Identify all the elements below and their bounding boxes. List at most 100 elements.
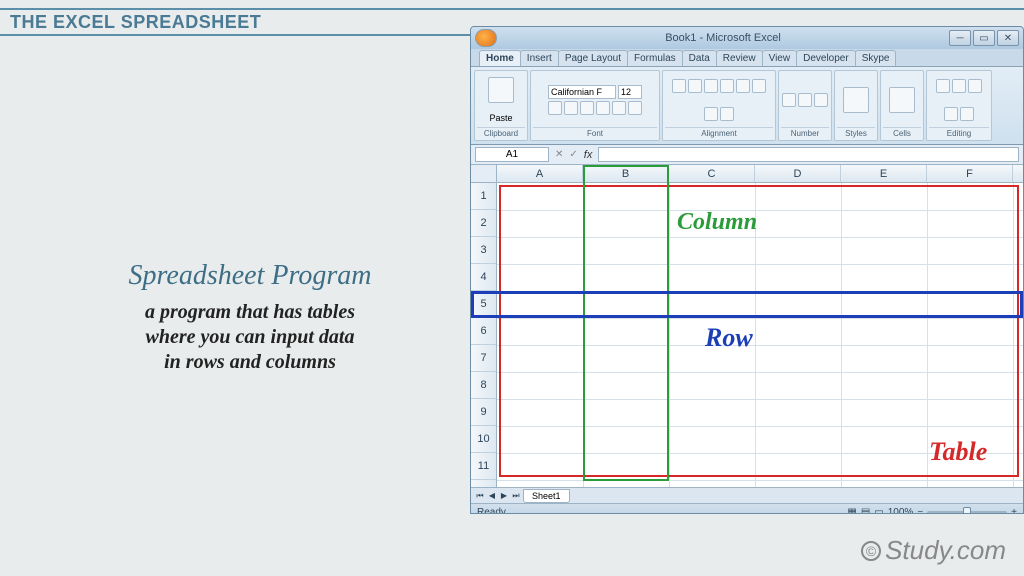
align-btn[interactable]: [704, 79, 718, 93]
slide-title: THE EXCEL SPREADSHEET: [10, 12, 261, 33]
group-label-font: Font: [533, 127, 657, 138]
col-header-a[interactable]: A: [497, 165, 583, 182]
zoom-slider[interactable]: [927, 511, 1007, 515]
sheet-tab[interactable]: Sheet1: [523, 489, 570, 503]
column-annotation: Column: [677, 209, 757, 236]
clear-button[interactable]: [968, 79, 982, 93]
row-headers: 1 2 3 4 5 6 7 8 9 10 11: [471, 183, 497, 487]
row-header[interactable]: 6: [471, 318, 496, 345]
tab-view[interactable]: View: [762, 50, 798, 66]
tab-page-layout[interactable]: Page Layout: [558, 50, 628, 66]
align-btn[interactable]: [752, 79, 766, 93]
minimize-button[interactable]: ─: [949, 30, 971, 46]
view-normal-icon[interactable]: ▦: [847, 507, 856, 514]
merge-button[interactable]: [720, 107, 734, 121]
font-size-combo[interactable]: 12: [618, 85, 642, 99]
worksheet-area: A B C D E F 1 2 3 4 5 6 7 8 9 10 11: [471, 165, 1023, 487]
col-header-e[interactable]: E: [841, 165, 927, 182]
definition-heading: Spreadsheet Program: [70, 260, 430, 292]
row-header[interactable]: 3: [471, 237, 496, 264]
tab-formulas[interactable]: Formulas: [627, 50, 683, 66]
border-button[interactable]: [596, 101, 610, 115]
sheet-nav-prev[interactable]: ◀: [487, 491, 497, 500]
font-color-button[interactable]: [628, 101, 642, 115]
sort-button[interactable]: [944, 107, 958, 121]
ribbon-group-font: Californian F12 Font: [530, 70, 660, 141]
group-label-number: Number: [781, 127, 829, 138]
cancel-icon[interactable]: ✕: [555, 149, 563, 160]
sum-button[interactable]: [936, 79, 950, 93]
group-label-styles: Styles: [837, 127, 875, 138]
view-layout-icon[interactable]: ▤: [861, 507, 870, 514]
row-header[interactable]: 9: [471, 399, 496, 426]
definition-panel: Spreadsheet Program a program that has t…: [70, 260, 430, 375]
document-title: Book1 - Microsoft Excel: [665, 32, 781, 44]
fill-button[interactable]: [952, 79, 966, 93]
group-label-alignment: Alignment: [665, 127, 773, 138]
align-btn[interactable]: [672, 79, 686, 93]
col-header-d[interactable]: D: [755, 165, 841, 182]
underline-button[interactable]: [580, 101, 594, 115]
wrap-button[interactable]: [704, 107, 718, 121]
ribbon-group-number: Number: [778, 70, 832, 141]
window-controls: ─ ▭ ✕: [949, 30, 1019, 46]
definition-text: a program that has tables where you can …: [70, 300, 430, 375]
align-btn[interactable]: [736, 79, 750, 93]
enter-icon[interactable]: ✓: [569, 149, 577, 160]
cells-icon[interactable]: [889, 87, 915, 113]
tab-home[interactable]: Home: [479, 50, 521, 66]
group-label-editing: Editing: [929, 127, 989, 138]
close-button[interactable]: ✕: [997, 30, 1019, 46]
table-highlight: [499, 185, 1019, 477]
italic-button[interactable]: [564, 101, 578, 115]
zoom-level: 100%: [888, 507, 914, 514]
view-break-icon[interactable]: ▭: [874, 507, 883, 514]
align-btn[interactable]: [720, 79, 734, 93]
name-box[interactable]: A1: [475, 147, 549, 162]
watermark-text: Study.com: [885, 535, 1006, 566]
row-header[interactable]: 7: [471, 345, 496, 372]
row-header[interactable]: 2: [471, 210, 496, 237]
tab-insert[interactable]: Insert: [520, 50, 559, 66]
ribbon-tabs: Home Insert Page Layout Formulas Data Re…: [471, 49, 1023, 67]
tab-developer[interactable]: Developer: [796, 50, 856, 66]
excel-window: Book1 - Microsoft Excel ─ ▭ ✕ Home Inser…: [470, 26, 1024, 514]
sheet-nav-last[interactable]: ⏭: [511, 491, 521, 501]
bold-button[interactable]: [548, 101, 562, 115]
comma-button[interactable]: [798, 93, 812, 107]
maximize-button[interactable]: ▭: [973, 30, 995, 46]
paste-icon[interactable]: [488, 77, 514, 103]
zoom-controls: ▦ ▤ ▭ 100% − +: [847, 507, 1017, 514]
row-header[interactable]: 10: [471, 426, 496, 453]
find-button[interactable]: [960, 107, 974, 121]
cell-grid[interactable]: Column Row Table: [497, 183, 1023, 487]
fill-color-button[interactable]: [612, 101, 626, 115]
formula-bar[interactable]: [598, 147, 1019, 162]
row-header[interactable]: 1: [471, 183, 496, 210]
group-label-cells: Cells: [883, 127, 921, 138]
select-all-corner[interactable]: [471, 165, 497, 182]
sheet-nav-next[interactable]: ▶: [499, 491, 509, 500]
ribbon-group-clipboard: Paste Clipboard: [474, 70, 528, 141]
styles-icon[interactable]: [843, 87, 869, 113]
align-btn[interactable]: [688, 79, 702, 93]
tab-skype[interactable]: Skype: [855, 50, 897, 66]
col-header-f[interactable]: F: [927, 165, 1013, 182]
status-text: Ready: [477, 507, 506, 514]
zoom-out-button[interactable]: −: [917, 507, 923, 514]
tab-data[interactable]: Data: [682, 50, 717, 66]
fx-icon[interactable]: fx: [584, 149, 593, 161]
row-header[interactable]: 11: [471, 453, 496, 480]
ribbon-group-styles: Styles: [834, 70, 878, 141]
status-bar: Ready ▦ ▤ ▭ 100% − +: [471, 503, 1023, 514]
sheet-nav-first[interactable]: ⏮: [475, 491, 485, 501]
col-header-c[interactable]: C: [669, 165, 755, 182]
row-header[interactable]: 8: [471, 372, 496, 399]
percent-button[interactable]: [782, 93, 796, 107]
font-name-combo[interactable]: Californian F: [548, 85, 616, 99]
tab-review[interactable]: Review: [716, 50, 763, 66]
dec-button[interactable]: [814, 93, 828, 107]
office-button-icon[interactable]: [475, 29, 497, 47]
zoom-in-button[interactable]: +: [1011, 507, 1017, 514]
row-header[interactable]: 4: [471, 264, 496, 291]
